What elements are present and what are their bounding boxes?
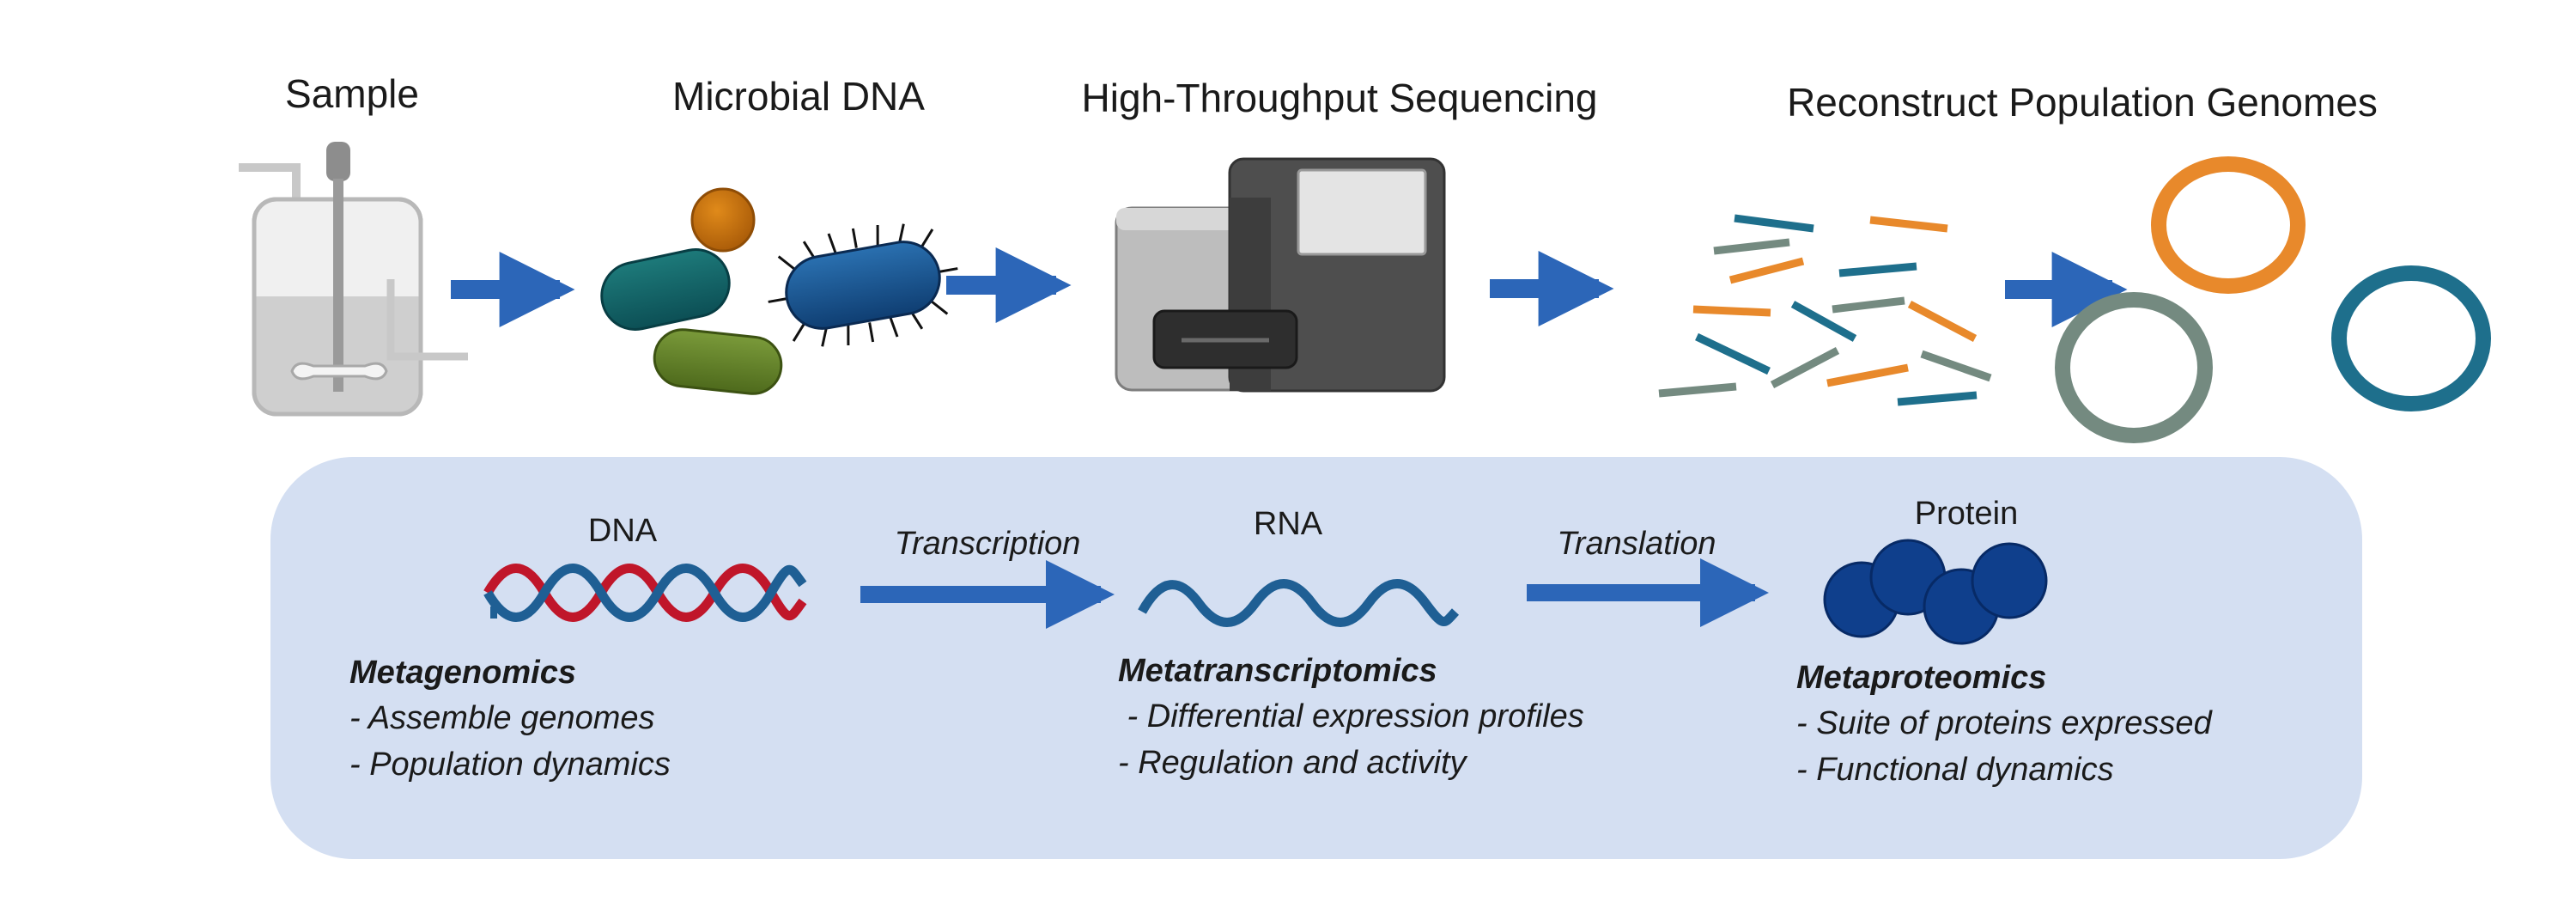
flagellated-bacterium-icon	[768, 223, 958, 347]
metagenomics-title: Metagenomics	[349, 655, 576, 691]
omics-panel	[270, 457, 2362, 859]
metaproteomics-item: - Suite of proteins expressed	[1796, 705, 2214, 741]
protein-icon	[1823, 539, 2048, 645]
microbes-icon	[600, 187, 958, 395]
sequence-reads-icon	[1658, 214, 1992, 406]
rna-strand-icon	[1138, 579, 1460, 627]
step-title-sequencing: High-Throughput Sequencing	[1082, 76, 1598, 120]
step-title-sample: Sample	[285, 71, 419, 116]
metaproteomics-title: Metaproteomics	[1796, 660, 2046, 696]
translation-label: Translation	[1557, 526, 1716, 562]
sequencer-icon	[1115, 157, 1446, 393]
transcription-label: Transcription	[895, 526, 1081, 562]
metagenomics-item: - Population dynamics	[349, 747, 671, 783]
step-title-microbial-dna: Microbial DNA	[672, 74, 925, 119]
step-title-reconstruct-genomes: Reconstruct Population Genomes	[1787, 80, 2378, 125]
metaproteomics-item: - Functional dynamics	[1796, 752, 2114, 788]
genome-rings-icon	[2055, 156, 2491, 443]
bioreactor-icon	[239, 142, 468, 417]
metatranscriptomics-item: - Regulation and activity	[1118, 745, 1468, 781]
protein-label: Protein	[1915, 496, 2018, 532]
dna-label: DNA	[588, 513, 658, 549]
dna-helix-icon	[483, 564, 807, 622]
rna-label: RNA	[1254, 506, 1323, 542]
metatranscriptomics-title: Metatranscriptomics	[1118, 653, 1437, 689]
metatranscriptomics-item: - Differential expression profiles	[1118, 698, 1584, 734]
metagenomics-item: - Assemble genomes	[349, 700, 655, 736]
